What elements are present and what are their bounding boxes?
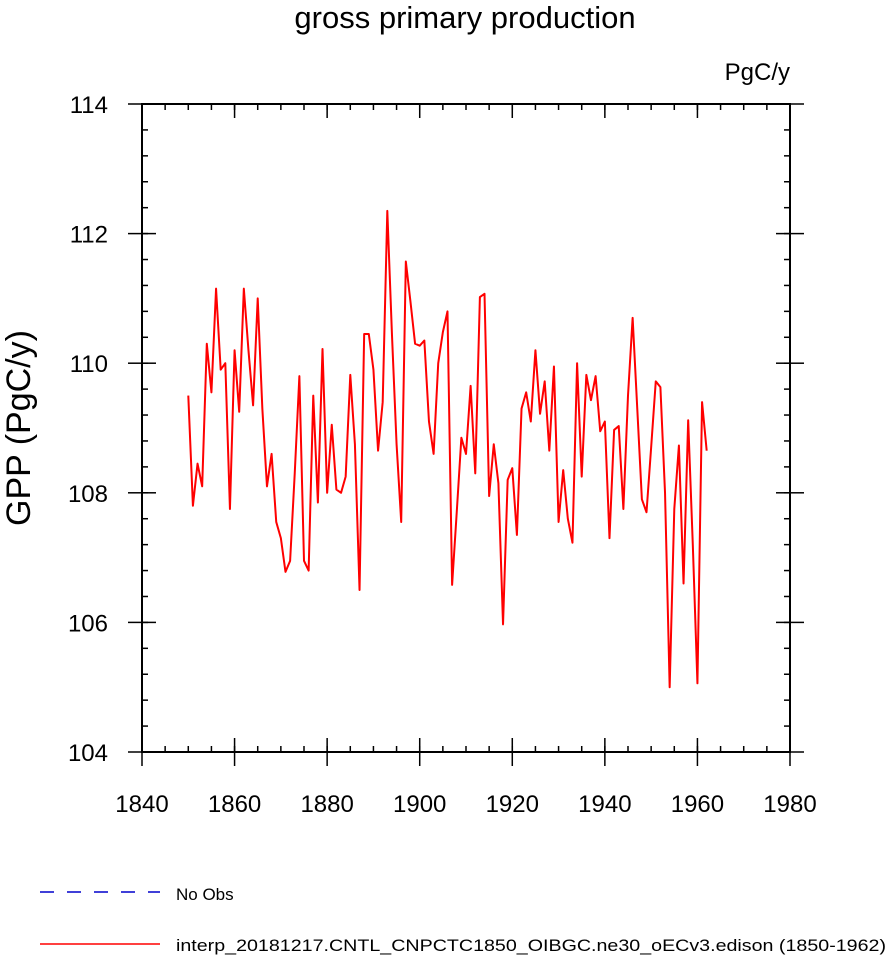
x-tick-label: 1860	[208, 791, 261, 818]
y-tick-label: 104	[68, 740, 108, 767]
x-tick-label: 1900	[393, 791, 446, 818]
legend-label-model: interp_20181217.CNTL_CNPCTC1850_OIBGC.ne…	[176, 936, 886, 955]
plot-frame	[141, 103, 791, 753]
x-tick-label: 1960	[671, 791, 724, 818]
y-tick-label: 106	[68, 610, 108, 637]
y-tick-label: 114	[70, 92, 108, 119]
x-tick-label: 1940	[578, 791, 631, 818]
series-line-gpp	[187, 209, 708, 689]
plot-lines	[187, 209, 708, 689]
x-tick-label: 1980	[763, 791, 816, 818]
y-axis-label: GPP (PgC/y)	[0, 330, 38, 526]
legend-label-no-obs: No Obs	[176, 885, 234, 904]
chart-title: gross primary production	[294, 0, 635, 35]
legend: No Obs interp_20181217.CNTL_CNPCTC1850_O…	[40, 885, 886, 955]
y-tick-labels: 104 106 108 110 112 114	[68, 92, 108, 767]
x-tick-label: 1880	[300, 791, 353, 818]
y-tick-label: 112	[70, 222, 108, 249]
x-tick-labels: 1840 1860 1880 1900 1920 1940 1960 1980	[115, 791, 816, 818]
units-label: PgC/y	[725, 59, 790, 86]
x-tick-label: 1920	[486, 791, 539, 818]
axis-ticks	[128, 103, 804, 766]
x-tick-label: 1840	[115, 791, 168, 818]
y-tick-label: 110	[70, 351, 108, 378]
y-tick-label: 108	[68, 481, 108, 508]
